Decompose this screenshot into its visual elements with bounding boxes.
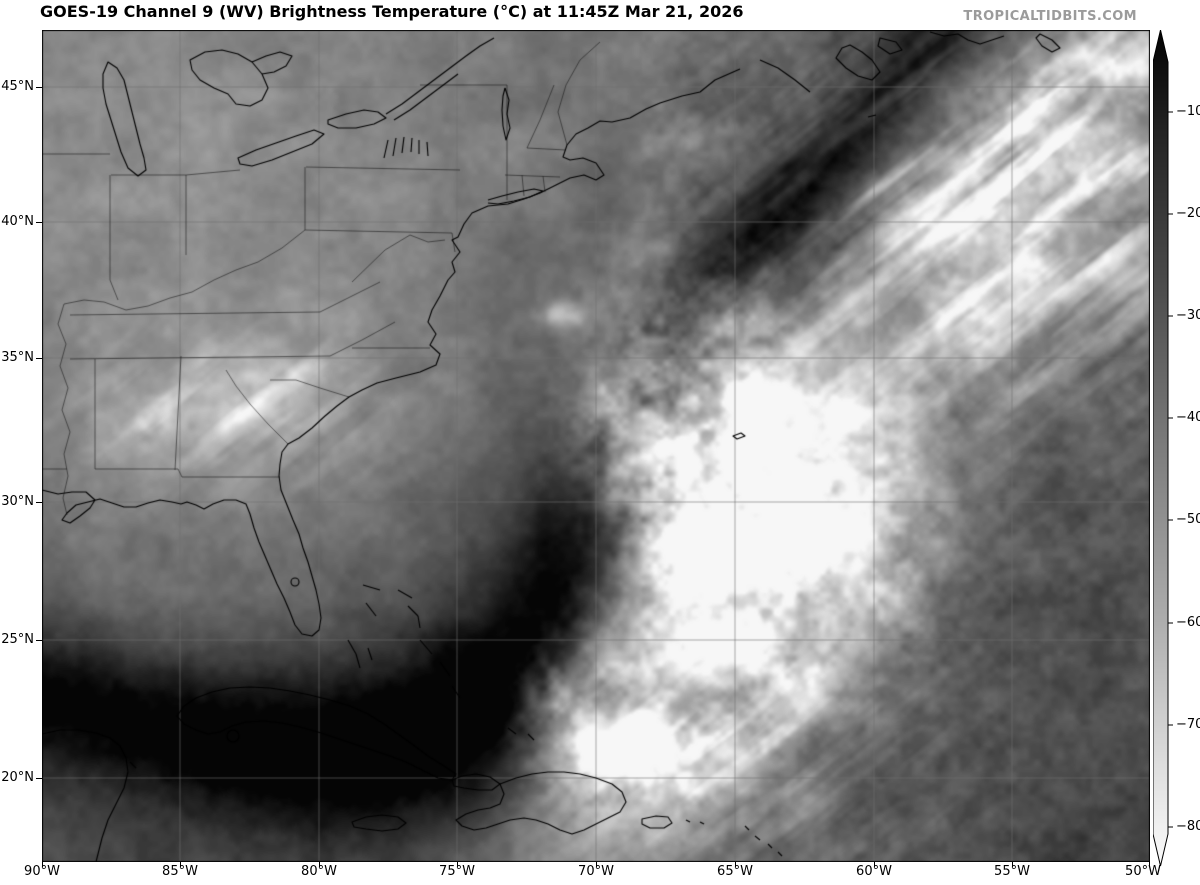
axis-tick (36, 502, 42, 503)
colorbar-tick-label: −40 (1176, 410, 1200, 425)
page-title: GOES-19 Channel 9 (WV) Brightness Temper… (40, 2, 744, 21)
axis-tick (36, 358, 42, 359)
colorbar-gradient-bar (1153, 30, 1169, 866)
lat-tick-label: 35°N (1, 350, 34, 365)
lon-tick-label: 55°W (994, 864, 1030, 879)
axis-tick (874, 862, 875, 867)
colorbar (1153, 30, 1173, 866)
lon-tick-label: 70°W (578, 864, 614, 879)
lat-tick-label: 30°N (1, 494, 34, 509)
axis-tick (36, 778, 42, 779)
colorbar-tick-label: −10 (1176, 104, 1200, 119)
axis-tick (735, 862, 736, 867)
lon-tick-label: 85°W (162, 864, 198, 879)
colorbar-tick-label: −30 (1176, 308, 1200, 323)
watermark: TROPICALTIDBITS.COM (963, 9, 1137, 24)
axis-tick (319, 862, 320, 867)
satellite-map-canvas (42, 30, 1150, 862)
axis-tick (180, 862, 181, 867)
axis-tick (457, 862, 458, 867)
lat-tick-label: 40°N (1, 214, 34, 229)
lat-tick-label: 45°N (1, 79, 34, 94)
colorbar-ticks (1168, 111, 1173, 828)
lon-tick-label: 80°W (301, 864, 337, 879)
colorbar-tick-label: −80 (1176, 819, 1200, 834)
colorbar-tick-label: −60 (1176, 615, 1200, 630)
axis-tick (36, 640, 42, 641)
lon-tick-label: 65°W (717, 864, 753, 879)
lat-tick-label: 20°N (1, 770, 34, 785)
lon-tick-label: 60°W (856, 864, 892, 879)
colorbar-tick-label: −70 (1176, 717, 1200, 732)
axis-tick (36, 87, 42, 88)
axis-tick (596, 862, 597, 867)
lon-tick-label: 50°W (1125, 864, 1161, 879)
axis-tick (1012, 862, 1013, 867)
colorbar-tick-label: −50 (1176, 512, 1200, 527)
axis-tick (36, 222, 42, 223)
axis-tick (1149, 862, 1150, 867)
lon-tick-label: 90°W (24, 864, 60, 879)
colorbar-tick-label: −20 (1176, 206, 1200, 221)
lat-tick-label: 25°N (1, 632, 34, 647)
axis-tick (42, 862, 43, 867)
lon-tick-label: 75°W (439, 864, 475, 879)
